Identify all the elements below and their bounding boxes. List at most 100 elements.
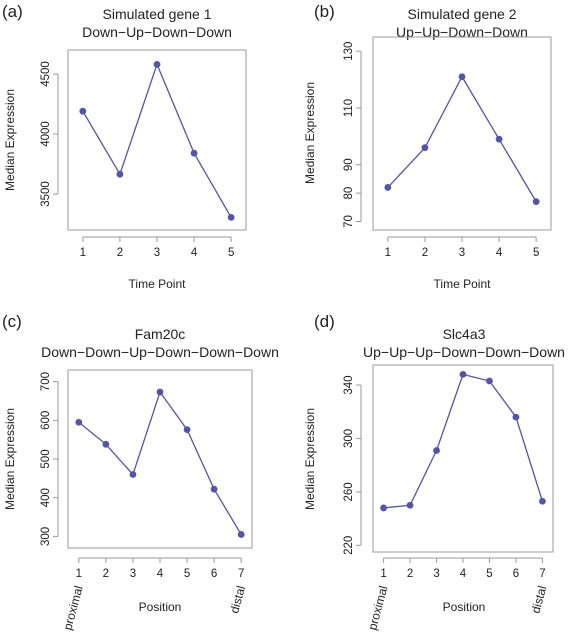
panel-c-y-tick-label: 500 [40,449,52,468]
panel-c-data-point [210,485,218,493]
panel-d-title-line2: Up−Up−Up−Down−Down−Down [363,344,565,360]
panel-d-data-point [539,497,546,505]
panel-c-x-tick-label: 5 [184,568,190,580]
panel-a-data-point [79,107,87,115]
panel-a-title-line1: Simulated gene 1 [103,6,212,22]
panel-a-x-tick-label: 2 [117,247,123,259]
panel-d-plot-frame [372,364,554,553]
panel-c-data-point [237,531,245,538]
panel-d-x-tick-label: 2 [407,568,413,580]
panel-b-data-point [458,73,466,81]
panel-c-y-tick-label: 600 [40,411,52,430]
panel-b-ylabel: Median Expression [303,82,317,184]
panel-d-y-tick-label: 260 [343,482,355,501]
panel-c-ylabel: Median Expression [3,408,17,510]
panel-d-xlabel: Position [443,600,486,614]
panel-d-label: (d) [314,312,335,331]
panel-d-title-line1: Slc4a3 [443,326,486,342]
panel-a-data-point [153,61,161,68]
panel-d-x-tick-label: 5 [486,568,492,580]
panel-c-data-point [102,440,110,448]
panel-a-data-point [116,170,124,178]
panel-b-y-tick-label: 110 [343,99,355,117]
panel-d-x-tick-label: 7 [539,568,545,580]
panel-b-x-tick-label: 4 [496,247,503,259]
panel-d-data-point [486,377,493,385]
panel-a-ylabel: Median Expression [3,89,17,191]
panel-b-x-tick-label: 2 [422,247,428,259]
panel-c-data-point [129,471,137,478]
panel-d-data-point [380,504,387,512]
panel-b-title-line1: Simulated gene 2 [408,6,517,22]
panel-b: (b) Simulated gene 2 Up−Up−Down−Down Tim… [303,2,552,291]
panel-d-y-tick-label: 220 [343,536,355,555]
panel-b-y-tick-label: 90 [343,158,355,171]
panel-a-series-line [82,62,232,218]
panel-b-y-tick-label: 130 [343,42,355,61]
panel-a-plot-area: 3500 4000 4500 1 2 3 4 5 [40,61,235,259]
panel-c-data-point [183,426,191,433]
panel-a-xlabel: Time Point [129,277,187,291]
panel-c-x-end-label-proximal: proximal [60,584,85,631]
panel-c-x-end-label-distal: distal [227,584,248,615]
panel-b-data-point [421,144,429,152]
panel-d-x-tick-label: 3 [433,568,439,580]
panel-c: (c) Fam20c Down−Down−Up−Down−Down−Down P… [2,312,279,632]
panel-c-title-line2: Down−Down−Up−Down−Down−Down [41,344,279,360]
panel-c-series-line [78,390,242,535]
panel-a-data-point [190,149,198,157]
panel-d-series-line [383,373,544,509]
panel-d-y-tick-label: 340 [343,375,355,394]
panel-b-data-point [495,135,503,143]
panel-a-x-tick-label: 3 [154,247,160,259]
panel-d-data-point [512,413,520,421]
panel-d: (d) Slc4a3 Up−Up−Up−Down−Down−Down Posit… [303,312,565,632]
panel-b-x-tick-label: 5 [533,247,539,259]
panel-c-x-tick-label: 1 [76,568,82,580]
panel-a-title-line2: Down−Up−Down−Down [82,24,232,40]
panel-a: (a) Simulated gene 1 Down−Up−Down−Down T… [2,2,247,291]
panel-b-y-tick-label: 70 [343,215,355,228]
panel-b-plot-area: 70 80 90 110 130 1 2 3 4 5 [343,42,540,259]
panel-a-data-point [227,214,235,221]
panel-c-title-line1: Fam20c [135,326,186,342]
panel-a-x-tick-label: 4 [191,247,198,259]
panel-d-ylabel: Median Expression [303,408,317,510]
panel-b-data-point [384,184,392,191]
panel-a-y-tick-label: 4000 [40,121,52,147]
panel-c-y-tick-label: 700 [40,372,52,391]
panel-b-xlabel: Time Point [434,277,492,291]
panel-a-y-tick-label: 4500 [40,61,52,87]
panel-c-x-tick-label: 4 [157,568,164,580]
panel-c-plot-area: 300 400 500 600 700 1 2 3 4 5 6 7 proximal distal [40,372,248,632]
panel-a-label: (a) [2,2,23,21]
panel-c-label: (c) [2,312,22,331]
panel-a-x-tick-label: 5 [228,247,234,259]
panel-c-x-tick-label: 3 [130,568,136,580]
panel-b-title-line2: Up−Up−Down−Down [396,24,528,40]
panel-c-x-tick-label: 2 [103,568,109,580]
panel-d-data-point [433,447,440,454]
panel-d-plot-area: 220 260 300 340 1 2 3 4 5 6 7 proximal distal [343,370,550,632]
panel-d-x-tick-label: 4 [460,568,467,580]
panel-b-x-tick-label: 3 [459,247,465,259]
panel-d-data-point [406,501,414,509]
panel-d-data-point [459,370,467,378]
panel-c-x-tick-label: 6 [211,568,217,580]
panel-c-y-tick-label: 400 [40,488,52,507]
panel-d-x-tick-label: 1 [380,568,386,580]
panel-c-x-tick-label: 7 [238,568,244,580]
panel-a-plot-frame [67,49,247,231]
panel-a-y-tick-label: 3500 [40,181,52,207]
panel-b-series-line [387,75,537,202]
panel-d-x-end-label-proximal: proximal [365,584,390,631]
panel-d-x-end-label-distal: distal [529,584,550,615]
panel-c-xlabel: Position [139,600,182,614]
panel-b-x-tick-label: 1 [385,247,391,259]
panel-c-data-point [156,388,164,396]
panel-b-plot-frame [372,36,552,231]
panel-b-data-point [532,198,540,206]
panel-b-label: (b) [314,2,335,21]
panel-d-x-tick-label: 6 [513,568,519,580]
